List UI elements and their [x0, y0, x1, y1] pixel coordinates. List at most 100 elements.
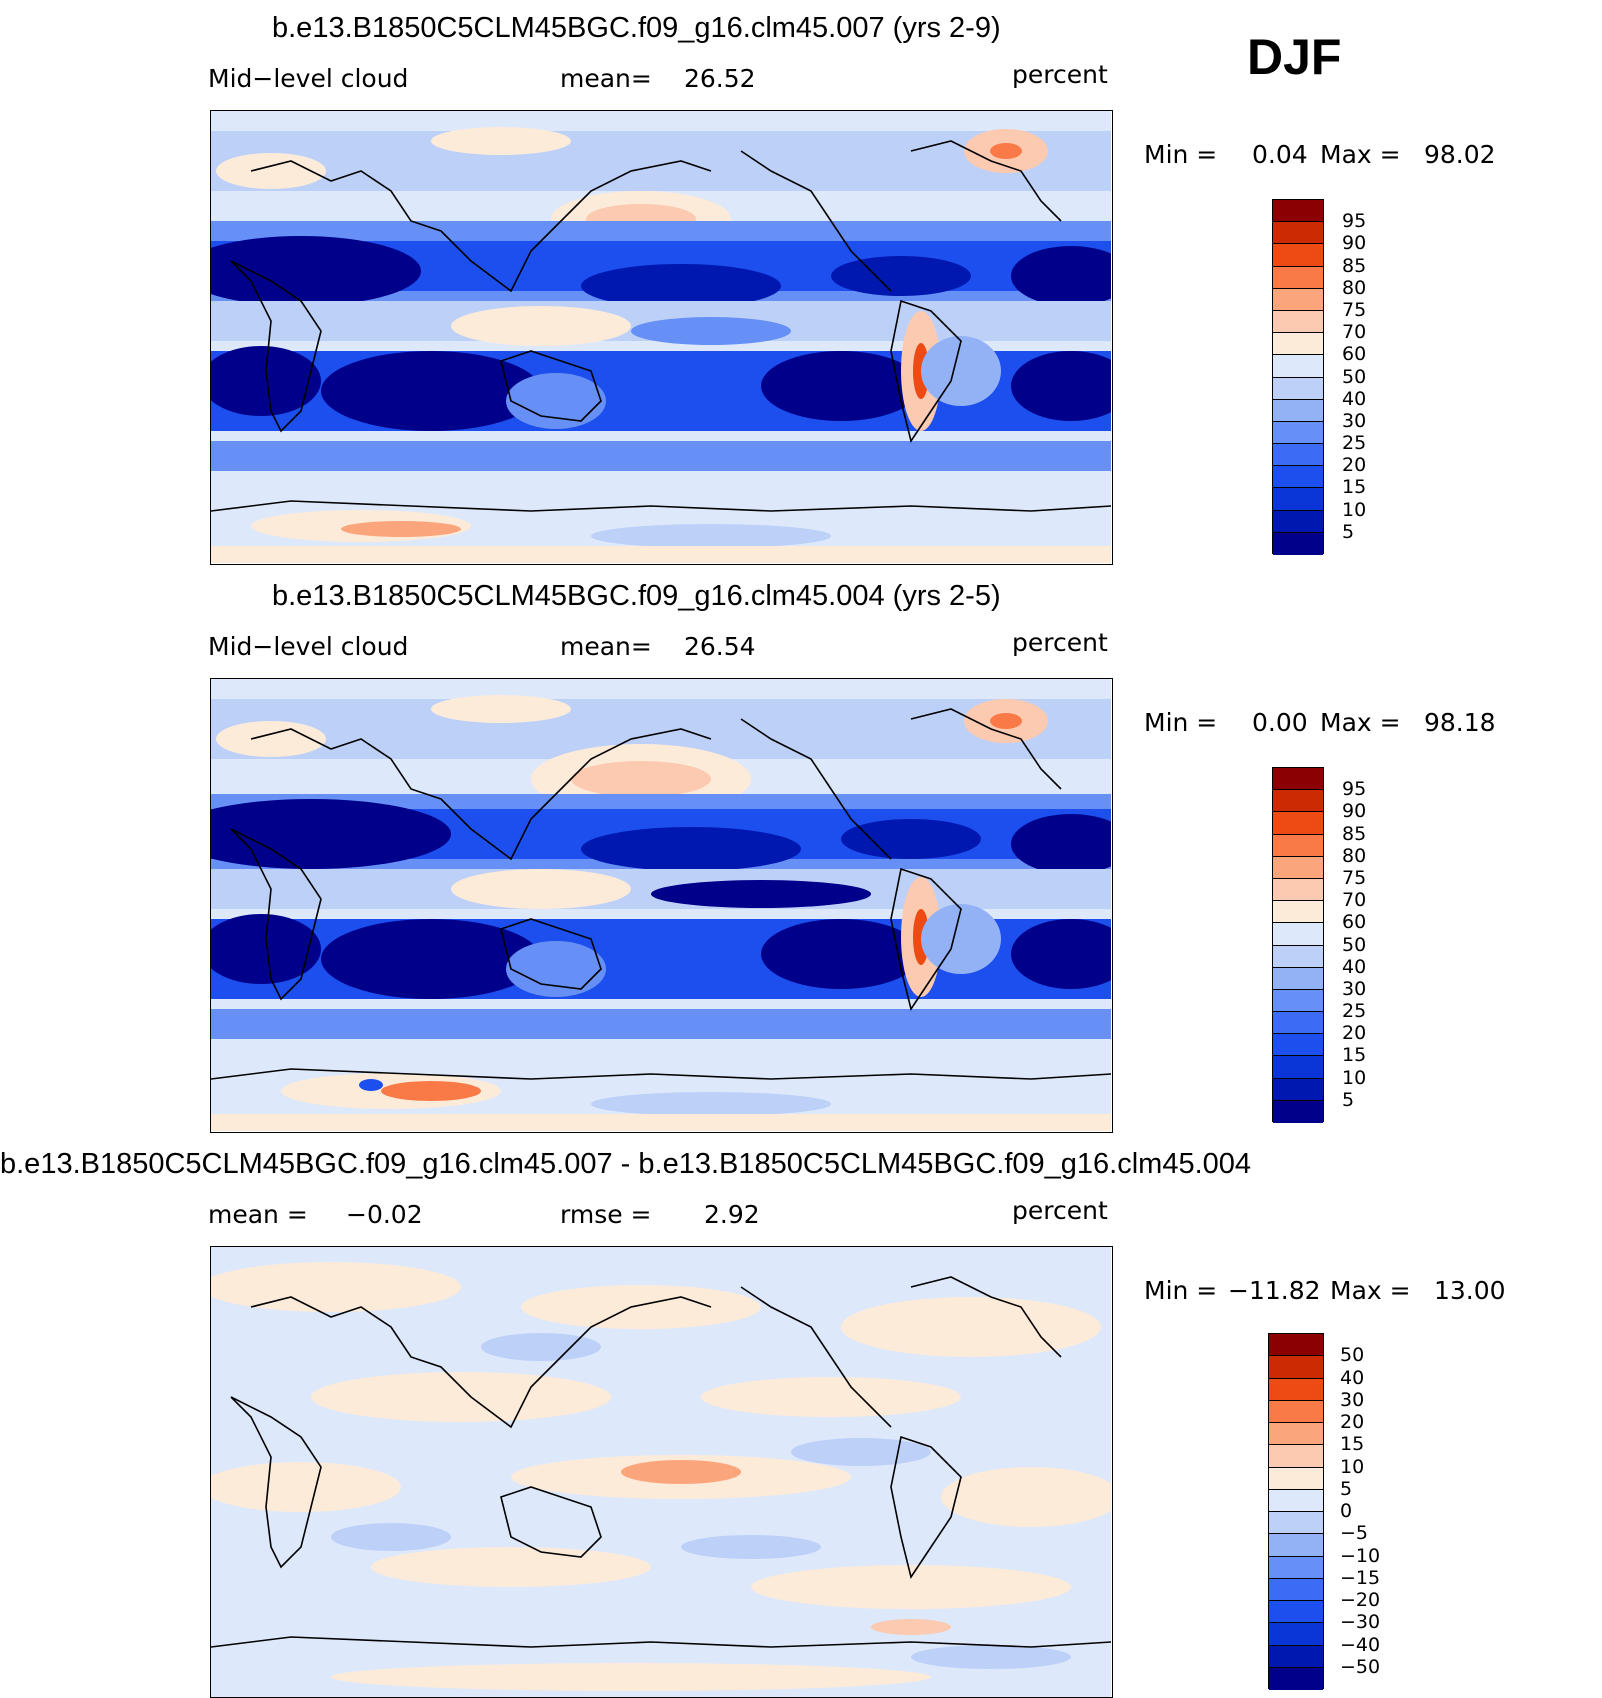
panel2-colorbar-segment	[1273, 1012, 1323, 1035]
panel3-colorbar-tick-label: −40	[1340, 1633, 1381, 1656]
panel2-colorbar-segment	[1273, 812, 1323, 835]
panel1-min-label: Min =	[1144, 140, 1218, 169]
panel2-colorbar-segment	[1273, 989, 1323, 1013]
panel2-colorbar-tick-label: 25	[1342, 1000, 1367, 1023]
panel3-colorbar-tick-label: 15	[1340, 1433, 1365, 1456]
panel2-colorbar-tick-label: 85	[1342, 822, 1367, 845]
panel2-colorbar-segment	[1273, 967, 1323, 990]
panel1-colorbar-segment	[1273, 266, 1323, 289]
panel1-colorbar-segment	[1273, 466, 1323, 489]
panel2-colorbar-tick-label: 80	[1342, 844, 1367, 867]
panel2-colorbar-segment	[1273, 856, 1323, 879]
panel3-colorbar-segment	[1269, 1356, 1323, 1379]
panel1-variable-label: Mid−level cloud	[208, 64, 409, 93]
panel1-min-value: 0.04	[1252, 140, 1308, 169]
panel3-colorbar-segment	[1269, 1667, 1323, 1690]
panel1-colorbar-tick-label: 20	[1342, 454, 1367, 477]
panel1-colorbar	[1272, 199, 1324, 555]
panel1-colorbar-segment	[1273, 488, 1323, 511]
panel2-colorbar-segment	[1273, 945, 1323, 968]
panel1-colorbar-tick-label: 70	[1342, 321, 1367, 344]
panel3-colorbar-tick-label: −10	[1340, 1544, 1381, 1567]
panel3-max-value: 13.00	[1434, 1276, 1506, 1305]
panel2-colorbar-segment	[1273, 768, 1323, 791]
panel1-colorbar-segment	[1273, 288, 1323, 311]
panel1-max-label: Max =	[1320, 140, 1401, 169]
panel2-title: b.e13.B1850C5CLM45BGC.f09_g16.clm45.004 …	[272, 580, 1001, 612]
panel2-colorbar-segment	[1273, 790, 1323, 813]
panel3-mean-value: −0.02	[346, 1200, 423, 1229]
panel3-colorbar-segment	[1269, 1578, 1323, 1601]
panel1-units: percent	[1012, 60, 1108, 89]
panel2-colorbar-tick-label: 95	[1342, 778, 1367, 801]
season-label: DJF	[1247, 29, 1342, 85]
panel2-min-value: 0.00	[1252, 708, 1308, 737]
panel3-min-value: −11.82	[1228, 1276, 1321, 1305]
panel2-colorbar-tick-label: 5	[1342, 1088, 1355, 1111]
panel1-colorbar-tick-label: 85	[1342, 254, 1367, 277]
panel2-colorbar-segment	[1273, 1056, 1323, 1079]
panel3-colorbar-tick-label: 5	[1340, 1477, 1353, 1500]
panel1-colorbar-segment	[1273, 532, 1323, 555]
panel3-colorbar-tick-label: 20	[1340, 1411, 1365, 1433]
panel2-colorbar-tick-label: 60	[1342, 911, 1367, 934]
panel1-colorbar-segment	[1273, 333, 1323, 356]
panel1-colorbar-segment	[1273, 399, 1323, 422]
panel1-colorbar-tick-label: 10	[1342, 498, 1367, 521]
panel3-colorbar-tick-label: −15	[1340, 1566, 1381, 1589]
panel2-map	[210, 678, 1113, 1133]
panel2-colorbar-segment	[1273, 901, 1323, 924]
panel3-colorbar-tick-label: −30	[1340, 1611, 1381, 1634]
panel2-colorbar-tick-label: 20	[1342, 1022, 1367, 1045]
panel3-colorbar-tick-label: 50	[1340, 1344, 1365, 1367]
panel1-colorbar-segment	[1273, 444, 1323, 467]
panel1-colorbar-tick-label: 95	[1342, 210, 1367, 233]
panel1-colorbar-tick-label: 80	[1342, 276, 1367, 299]
panel1-colorbar-segment	[1273, 355, 1323, 378]
panel1-mean-value: 26.52	[684, 64, 756, 93]
panel1-colorbar-tick-label: 5	[1342, 520, 1355, 543]
panel2-colorbar-segment	[1273, 1034, 1323, 1057]
panel3-colorbar-segment	[1269, 1334, 1323, 1357]
panel3-colorbar-segment	[1269, 1623, 1323, 1646]
panel2-colorbar	[1272, 767, 1324, 1123]
panel3-colorbar-segment	[1269, 1467, 1323, 1490]
panel1-colorbar-tick-label: 60	[1342, 343, 1367, 366]
panel2-colorbar-tick-label: 75	[1342, 866, 1367, 889]
panel1-colorbar-segment	[1273, 222, 1323, 245]
panel1-title: b.e13.B1850C5CLM45BGC.f09_g16.clm45.007 …	[272, 12, 1001, 44]
panel1-colorbar-tick-label: 75	[1342, 298, 1367, 321]
panel2-colorbar-segment	[1273, 1078, 1323, 1101]
panel2-colorbar-tick-label: 10	[1342, 1066, 1367, 1089]
panel2-map-field	[211, 679, 1111, 1131]
panel1-mean-label: mean=	[560, 64, 652, 93]
panel1-colorbar-tick-label: 40	[1342, 387, 1367, 410]
panel1-max-value: 98.02	[1424, 140, 1496, 169]
panel3-colorbar-tick-label: −20	[1340, 1589, 1381, 1611]
panel3-colorbar	[1268, 1333, 1324, 1690]
panel3-colorbar-segment	[1269, 1645, 1323, 1668]
panel3-units: percent	[1012, 1196, 1108, 1225]
panel2-colorbar-tick-label: 40	[1342, 955, 1367, 978]
panel3-title: b.e13.B1850C5CLM45BGC.f09_g16.clm45.007 …	[0, 1148, 1252, 1180]
panel1-colorbar-segment	[1273, 421, 1323, 445]
panel1-colorbar-tick-label: 90	[1342, 232, 1367, 255]
panel3-colorbar-tick-label: −50	[1340, 1655, 1381, 1678]
panel2-colorbar-segment	[1273, 923, 1323, 946]
panel1-colorbar-tick-label: 25	[1342, 432, 1367, 455]
panel1-colorbar-segment	[1273, 244, 1323, 267]
panel2-colorbar-segment	[1273, 878, 1323, 902]
panel3-map-field	[211, 1247, 1111, 1697]
panel2-max-label: Max =	[1320, 708, 1401, 737]
panel2-colorbar-tick-label: 50	[1342, 933, 1367, 956]
panel2-min-label: Min =	[1144, 708, 1218, 737]
panel2-units: percent	[1012, 628, 1108, 657]
panel3-colorbar-tick-label: 40	[1340, 1366, 1365, 1389]
panel1-colorbar-segment	[1273, 510, 1323, 533]
panel3-colorbar-segment	[1269, 1512, 1323, 1535]
panel3-rmse-label: rmse =	[560, 1200, 652, 1229]
panel3-rmse-value: 2.92	[704, 1200, 760, 1229]
panel3-colorbar-tick-label: 10	[1340, 1455, 1365, 1478]
panel3-colorbar-tick-label: 0	[1340, 1500, 1353, 1522]
panel3-min-label: Min =	[1144, 1276, 1218, 1305]
